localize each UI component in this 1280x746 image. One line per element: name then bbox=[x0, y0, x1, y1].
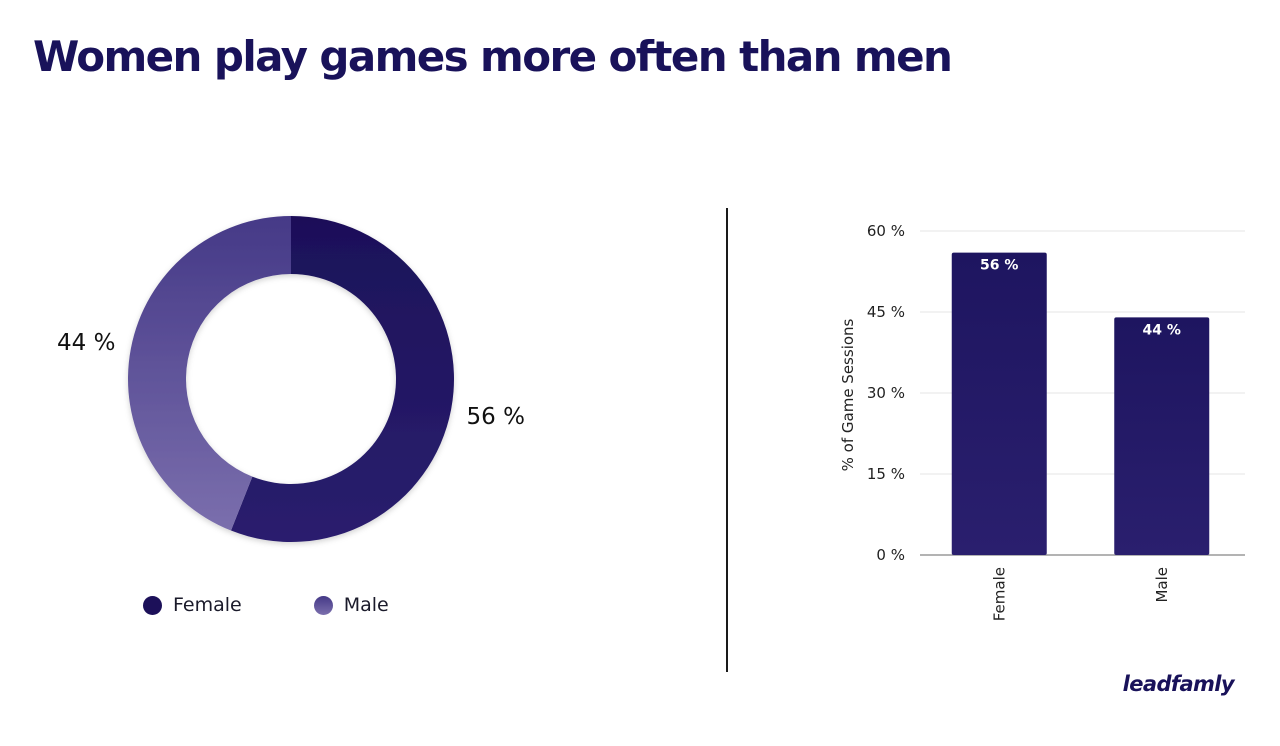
bar-data-label-female: 56 % bbox=[980, 258, 1018, 274]
x-tick-label-female: Female bbox=[990, 567, 1008, 621]
donut-slice-female bbox=[230, 216, 454, 542]
legend-swatch-male bbox=[313, 595, 333, 615]
y-tick-label: 45 % bbox=[867, 303, 905, 321]
y-tick-label: 0 % bbox=[876, 546, 905, 564]
brand-logo: leadfamly bbox=[1122, 672, 1235, 696]
y-axis-title: % of Game Sessions bbox=[839, 318, 857, 471]
bar-data-label-male: 44 % bbox=[1143, 322, 1181, 338]
bar-female bbox=[951, 252, 1047, 555]
bar-chart: 0 % 15 % 30 % 45 % 60 % 56 % Female 44 % Male % o… bbox=[839, 222, 1245, 621]
legend-swatch-female bbox=[143, 595, 162, 615]
y-tick-label: 60 % bbox=[867, 222, 905, 240]
donut-label-male: 44 % bbox=[57, 330, 115, 356]
y-tick-label: 15 % bbox=[867, 465, 905, 483]
donut-label-female: 56 % bbox=[467, 404, 525, 430]
x-tick-label-male: Male bbox=[1153, 567, 1171, 603]
page-title: Women play games more often than men bbox=[33, 32, 953, 81]
donut-slice-male bbox=[127, 216, 292, 531]
legend-item-female: Female bbox=[143, 594, 242, 616]
bar-male bbox=[1114, 317, 1210, 555]
legend-label-female: Female bbox=[173, 594, 242, 616]
y-tick-label: 30 % bbox=[867, 384, 905, 402]
chart-divider bbox=[726, 208, 728, 672]
donut-legend: Female Male bbox=[143, 594, 461, 616]
legend-item-male: Male bbox=[313, 594, 389, 616]
legend-label-male: Male bbox=[343, 594, 389, 616]
donut-chart: 56 % 44 % bbox=[57, 216, 525, 542]
